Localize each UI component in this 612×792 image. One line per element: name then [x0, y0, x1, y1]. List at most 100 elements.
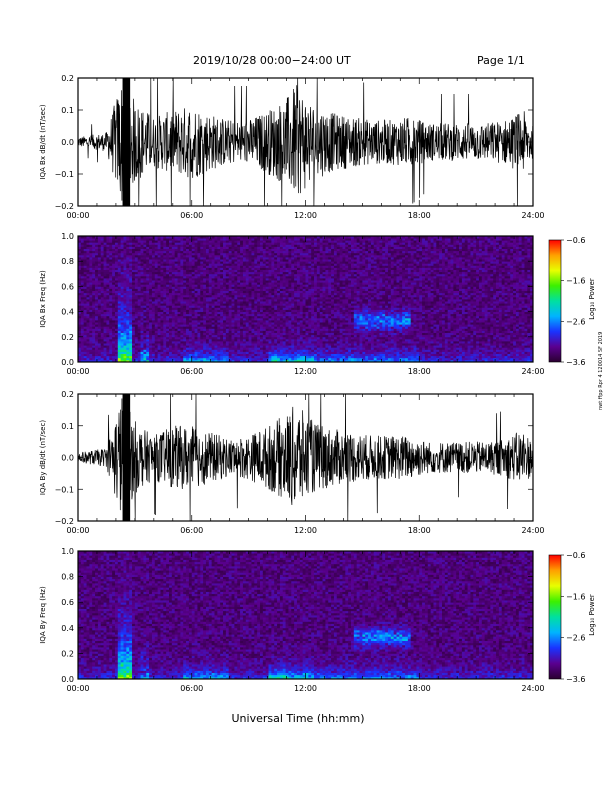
- heat-cell: [117, 284, 122, 287]
- heat-cell: [126, 267, 130, 270]
- heat-cell: [151, 313, 156, 317]
- heat-cell: [112, 328, 116, 331]
- heat-cell: [117, 359, 122, 363]
- heat-cell: [117, 343, 122, 346]
- heat-cell: [86, 296, 90, 300]
- heat-cell: [140, 254, 144, 258]
- heat-cell: [80, 307, 85, 310]
- heat-cell: [160, 294, 164, 298]
- heat-cell: [114, 250, 119, 254]
- heat-cell: [92, 357, 96, 361]
- heat-cell: [97, 353, 102, 357]
- heat-cell: [109, 284, 113, 287]
- heat-cell: [109, 290, 113, 294]
- heat-cell: [163, 278, 167, 281]
- x-tick-label: 18:00: [408, 211, 431, 220]
- heat-cell: [160, 292, 164, 296]
- heat-cell: [163, 267, 167, 270]
- heat-cell: [112, 248, 116, 252]
- heat-cell: [157, 238, 161, 241]
- heat-cell: [103, 353, 107, 357]
- heat-cell: [154, 309, 159, 312]
- heat-cell: [126, 252, 130, 256]
- heat-cell: [137, 334, 141, 338]
- heat-cell: [114, 271, 119, 275]
- heat-cell: [89, 309, 93, 312]
- heat-cell: [126, 259, 130, 262]
- heat-cell: [140, 301, 144, 304]
- heat-cell: [146, 345, 150, 348]
- heat-cell: [86, 286, 90, 289]
- heat-cell: [78, 315, 82, 319]
- heat-cell: [80, 330, 85, 333]
- heat-cell: [103, 246, 107, 249]
- heat-cell: [92, 355, 96, 359]
- heat-cell: [86, 284, 90, 287]
- heat-cell: [160, 280, 164, 283]
- heat-cell: [157, 338, 161, 342]
- heat-cell: [154, 336, 159, 340]
- heat-cell: [86, 259, 90, 262]
- heat-cell: [140, 359, 144, 363]
- heat-cell: [78, 334, 82, 338]
- heat-cell: [154, 347, 159, 350]
- heat-cell: [146, 261, 150, 264]
- heat-cell: [89, 317, 93, 321]
- heat-cell: [163, 353, 167, 357]
- heat-cell: [92, 336, 96, 340]
- heat-cell: [83, 301, 87, 304]
- heat-cell: [163, 326, 167, 329]
- heat-cell: [132, 317, 136, 321]
- heat-cell: [157, 246, 161, 249]
- heat-cell: [83, 359, 87, 363]
- heat-cell: [154, 263, 159, 266]
- heat-cell: [146, 332, 150, 336]
- heat-cell: [154, 240, 159, 243]
- heat-cell: [95, 254, 99, 258]
- heat-cell: [117, 238, 122, 241]
- heat-cell: [137, 286, 141, 289]
- heat-cell: [114, 330, 119, 333]
- heat-cell: [123, 317, 127, 321]
- heat-cell: [78, 357, 82, 361]
- heat-cell: [89, 320, 93, 323]
- heat-cell: [137, 261, 141, 264]
- heat-cell: [129, 320, 133, 323]
- heat-cell: [160, 248, 164, 252]
- heat-cell: [97, 240, 102, 243]
- heat-cell: [78, 336, 82, 340]
- heat-cell: [100, 259, 104, 262]
- heat-cell: [117, 282, 122, 285]
- heat-cell: [86, 355, 90, 359]
- heat-cell: [114, 343, 119, 346]
- heat-cell: [123, 257, 127, 260]
- heat-cell: [160, 309, 164, 312]
- heat-cell: [129, 303, 133, 306]
- heat-cell: [157, 353, 161, 357]
- heat-cell: [157, 315, 161, 319]
- heat-cell: [80, 326, 85, 329]
- heat-cell: [129, 288, 133, 291]
- heat-cell: [160, 284, 164, 287]
- heat-cell: [129, 359, 133, 363]
- heat-cell: [78, 282, 82, 285]
- heat-cell: [117, 305, 122, 308]
- heat-cell: [163, 236, 167, 239]
- heat-cell: [97, 347, 102, 350]
- heat-cell: [78, 236, 82, 239]
- heat-cell: [132, 248, 136, 252]
- heat-cell: [112, 284, 116, 287]
- heat-cell: [151, 309, 156, 312]
- heat-cell: [120, 278, 124, 281]
- heat-cell: [120, 330, 124, 333]
- heat-cell: [109, 357, 113, 361]
- heat-cell: [154, 271, 159, 275]
- heat-cell: [151, 320, 156, 323]
- heat-cell: [123, 311, 127, 315]
- heat-cell: [129, 261, 133, 264]
- heat-cell: [140, 246, 144, 249]
- heat-cell: [166, 334, 170, 338]
- heat-cell: [143, 311, 147, 315]
- heat-cell: [89, 236, 93, 239]
- heat-cell: [151, 284, 156, 287]
